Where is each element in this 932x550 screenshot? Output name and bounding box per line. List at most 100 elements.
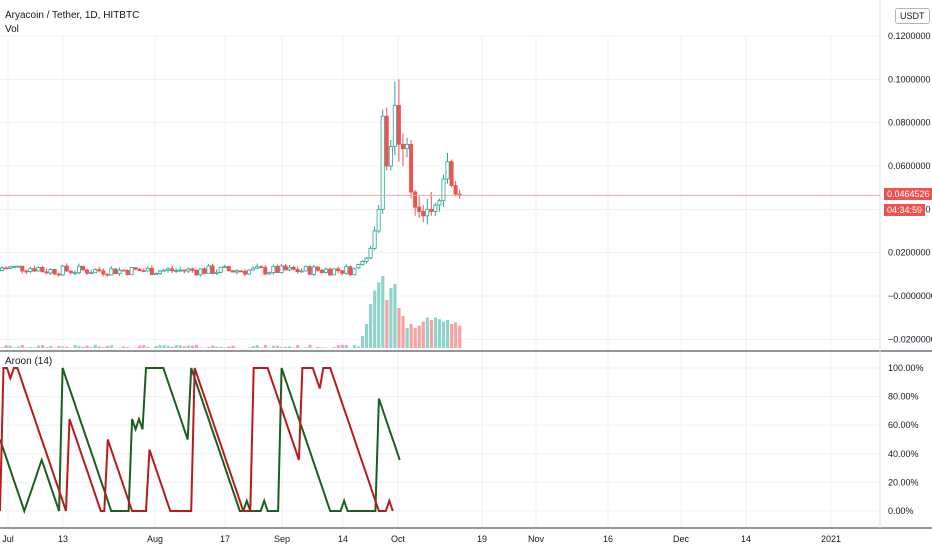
candle-body xyxy=(214,271,219,274)
candle-body xyxy=(8,266,13,269)
volume-bar xyxy=(101,347,105,348)
candle-body xyxy=(133,267,138,270)
candle-body xyxy=(267,272,272,275)
volume-bar xyxy=(429,320,433,348)
price-axis-label: 0.0800000 xyxy=(888,118,931,128)
volume-bar xyxy=(450,324,454,348)
candle-body xyxy=(404,143,409,150)
volume-bar xyxy=(344,345,348,348)
aroon-axis-label: 20.00% xyxy=(888,477,919,487)
last-price-tag: 0.0464526 xyxy=(884,188,932,200)
candle-body xyxy=(170,268,175,272)
symbol-title[interactable]: Aryacoin / Tether, 1D, HITBTC xyxy=(5,10,140,21)
candle-body xyxy=(72,272,77,275)
volume-bar xyxy=(304,347,308,348)
volume-bar xyxy=(109,345,114,348)
candle-body xyxy=(52,269,57,275)
volume-bar xyxy=(12,347,16,348)
aroon-indicator-label[interactable]: Aroon (14) xyxy=(5,356,53,367)
candle-body xyxy=(226,266,231,271)
volume-bar xyxy=(267,347,271,348)
candle-body xyxy=(222,266,227,268)
time-axis-label: Aug xyxy=(147,534,163,544)
volume-bar xyxy=(255,344,259,348)
time-axis-label: 2021 xyxy=(821,534,841,544)
candle-body xyxy=(255,266,260,269)
candle-body xyxy=(376,208,381,232)
candle-body xyxy=(295,268,300,273)
volume-bar xyxy=(231,345,235,348)
candle-body xyxy=(388,146,393,167)
candle-body xyxy=(4,267,9,270)
volume-bar xyxy=(89,346,93,348)
volume-bar xyxy=(259,347,263,348)
candle-body xyxy=(166,268,171,271)
volume-bar xyxy=(158,345,162,348)
volume-bar xyxy=(77,345,81,348)
candle-body xyxy=(48,269,53,274)
candle-body xyxy=(44,271,49,274)
candle-body xyxy=(413,191,418,208)
volume-bar xyxy=(81,346,85,348)
candle-body xyxy=(291,266,296,270)
candle-body xyxy=(315,266,320,271)
candle-body xyxy=(16,265,21,268)
candle-body xyxy=(56,273,61,276)
candle-body xyxy=(125,270,130,276)
volume-bar xyxy=(24,347,28,348)
aroon-axis-label: 80.00% xyxy=(888,392,919,402)
volume-bar xyxy=(8,345,12,348)
candle-body xyxy=(360,260,365,265)
candle-body xyxy=(328,268,333,276)
candle-body xyxy=(32,268,37,272)
candle-body xyxy=(425,208,430,217)
volume-bar xyxy=(279,346,284,348)
volume-bar xyxy=(166,345,170,348)
volume-label[interactable]: Vol xyxy=(5,24,19,35)
volume-bar xyxy=(365,324,369,348)
candle-body xyxy=(234,270,239,273)
time-axis-label: Oct xyxy=(391,534,406,544)
currency-button[interactable]: USDT xyxy=(895,8,930,24)
volume-bar xyxy=(393,284,397,348)
price-axis-label: 0.1000000 xyxy=(888,74,931,84)
volume-bar xyxy=(146,346,150,348)
volume-bar xyxy=(360,336,365,348)
time-axis-label: 17 xyxy=(220,534,230,544)
candle-body xyxy=(174,270,179,272)
volume-bar xyxy=(45,347,49,348)
volume-bar xyxy=(41,345,45,348)
volume-bar xyxy=(340,344,344,348)
candle-body xyxy=(283,265,288,271)
candle-body xyxy=(279,265,284,274)
volume-bar xyxy=(36,345,41,348)
volume-bar xyxy=(49,345,53,348)
volume-bar xyxy=(215,346,219,348)
volume-bar xyxy=(194,344,199,348)
candle-body xyxy=(230,270,235,273)
price-axis-label: 0.0600000 xyxy=(888,161,931,171)
volume-bar xyxy=(389,288,393,348)
volume-bar xyxy=(57,345,61,348)
volume-bar xyxy=(162,345,166,348)
volume-bar xyxy=(126,347,130,348)
volume-bar xyxy=(316,347,320,348)
candle-body xyxy=(384,115,389,167)
candle-body xyxy=(117,269,122,275)
time-axis-label: Nov xyxy=(528,534,545,544)
candle-body xyxy=(429,208,434,212)
candle-body xyxy=(157,270,162,274)
time-axis-label: Sep xyxy=(274,534,290,544)
volume-bar xyxy=(401,316,405,348)
candle-body xyxy=(323,268,328,273)
candle-body xyxy=(311,266,316,275)
volume-bar xyxy=(446,320,450,348)
candle-body xyxy=(263,267,268,275)
volume-bar xyxy=(61,346,65,348)
volume-bar xyxy=(385,300,389,348)
volume-bar xyxy=(73,344,77,348)
volume-bar xyxy=(219,346,223,348)
aroon-axis-label: 100.00% xyxy=(888,363,924,373)
candle-body xyxy=(20,265,25,272)
